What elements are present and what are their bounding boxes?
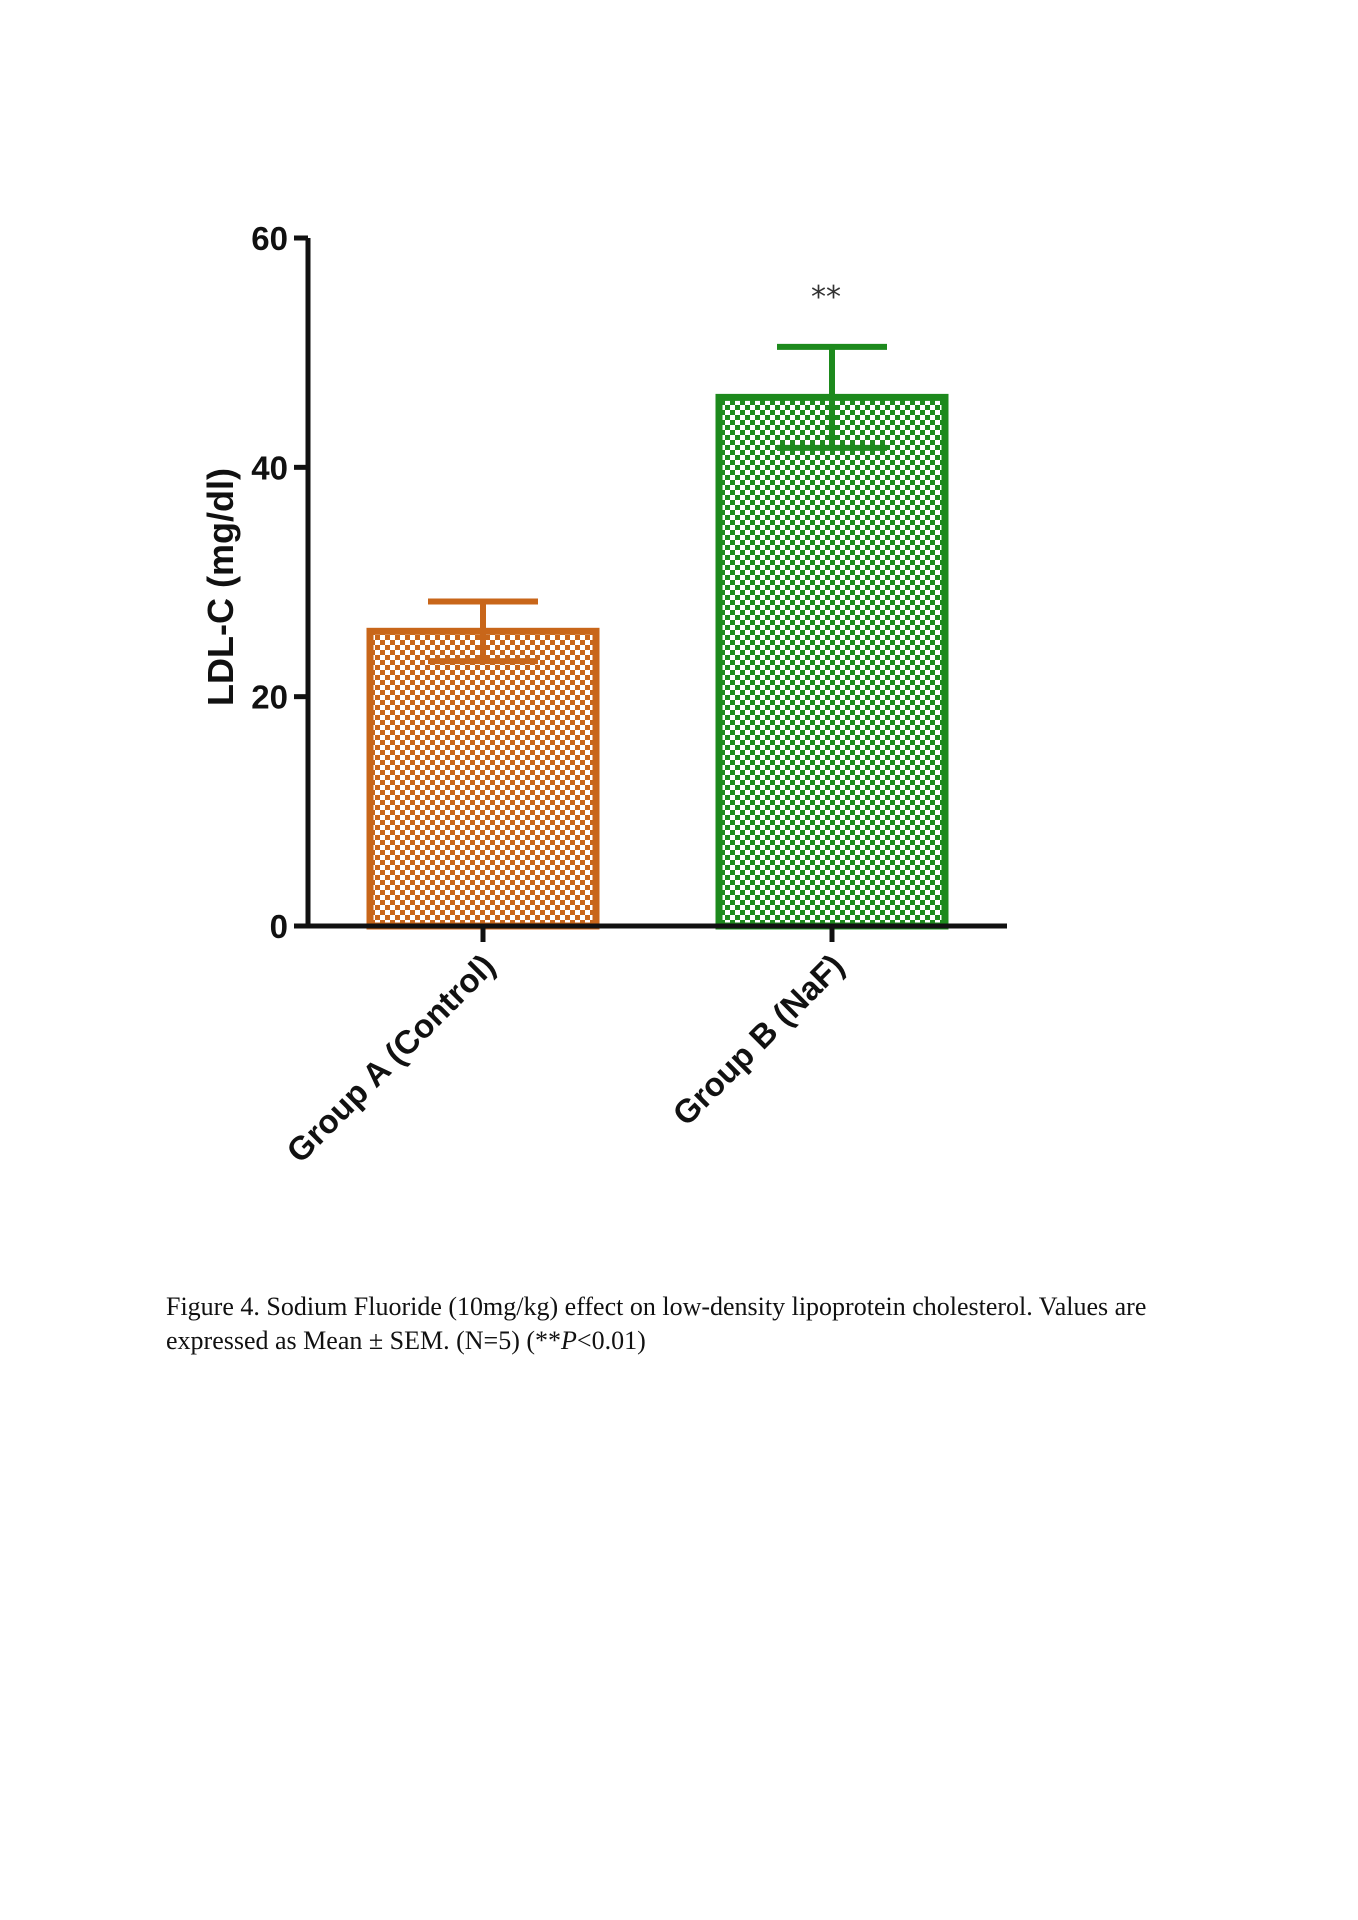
bar-group-b xyxy=(715,393,949,930)
y-tick-label: 40 xyxy=(251,449,288,486)
x-category-labels: Group A (Control) Group B (NaF) xyxy=(279,926,851,1170)
caption-text: Figure 4. Sodium Fluoride (10mg/kg) effe… xyxy=(166,1292,1147,1355)
y-axis-title: LDL-C (mg/dl) xyxy=(200,468,241,706)
y-ticks: 0 20 40 60 xyxy=(251,220,308,945)
figure-caption: Figure 4. Sodium Fluoride (10mg/kg) effe… xyxy=(166,1290,1226,1358)
significance-marker: ** xyxy=(811,280,841,315)
caption-tail: <0.01) xyxy=(576,1326,646,1355)
bar-group-a xyxy=(366,627,600,930)
axes-layer xyxy=(305,238,1007,929)
x-category-label: Group A (Control) xyxy=(279,947,502,1170)
y-tick-label: 20 xyxy=(251,679,288,716)
bar-chart: ** 0 20 40 60 Group A (Control) Group B (NaF… xyxy=(200,220,1007,1170)
caption-p-symbol: P xyxy=(561,1326,577,1355)
y-tick-label: 0 xyxy=(270,908,288,945)
x-category-label: Group B (NaF) xyxy=(665,947,851,1133)
bars-layer: ** xyxy=(366,280,949,930)
y-tick-label: 60 xyxy=(251,220,288,257)
